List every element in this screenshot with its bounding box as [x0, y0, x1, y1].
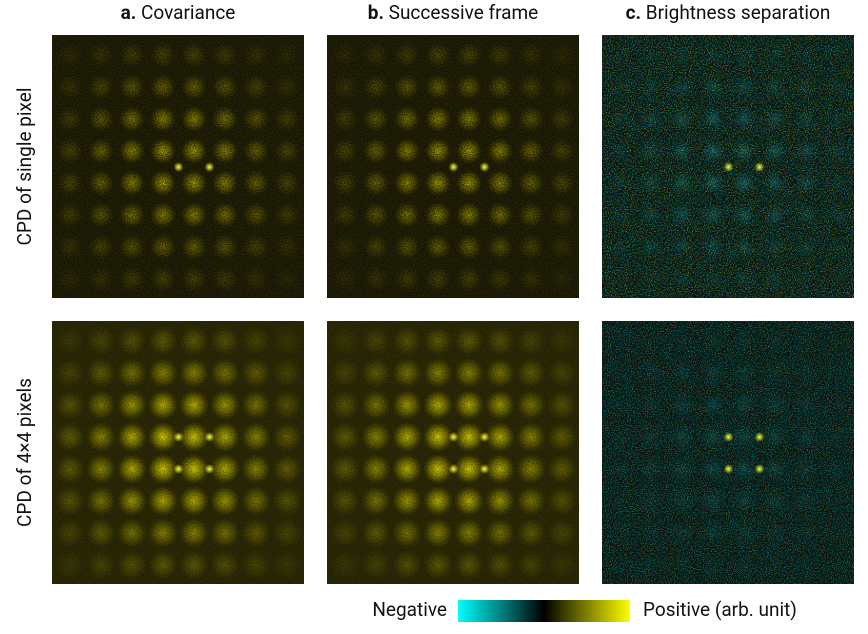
noise — [327, 321, 579, 584]
bright-spot — [174, 464, 184, 474]
colorbar-negative-label: Negative — [372, 598, 447, 621]
column-letter: c. — [626, 1, 641, 24]
bright-spot — [480, 162, 490, 172]
figure: a. Covariance b. Successive frame c. Brigh… — [0, 0, 868, 634]
colorbar: Negative Positive (arb. unit) — [372, 598, 797, 622]
bright-spot — [755, 162, 765, 172]
bright-spot — [449, 464, 459, 474]
column-title-text: Successive frame — [389, 1, 539, 24]
column-title: a. Covariance — [121, 1, 236, 24]
bright-spot — [174, 432, 184, 442]
row-label: CPD of 4×4 pixels — [13, 378, 36, 527]
bright-spot — [755, 464, 765, 474]
column-title: c. Brightness separation — [626, 1, 831, 24]
noise — [52, 321, 304, 584]
image-panel — [602, 321, 854, 584]
bright-spot — [755, 432, 765, 442]
bright-spot — [449, 432, 459, 442]
bright-spot — [724, 464, 734, 474]
colorbar-positive-label: Positive (arb. unit) — [643, 598, 797, 621]
panels — [52, 35, 854, 584]
column-title-text: Brightness separation — [646, 1, 831, 24]
column-letter: b. — [368, 1, 384, 24]
bright-spot — [205, 432, 215, 442]
image-panel — [327, 35, 579, 298]
row-label: CPD of single pixel — [13, 88, 36, 246]
column-letter: a. — [121, 1, 137, 24]
image-panel — [52, 321, 304, 584]
bright-spot — [174, 162, 184, 172]
image-panel — [52, 35, 304, 298]
colorbar-gradient — [458, 600, 630, 622]
noise-positive — [602, 321, 854, 584]
bright-spot — [480, 464, 490, 474]
bright-spot — [205, 464, 215, 474]
image-panel — [602, 35, 854, 298]
bright-spot — [205, 162, 215, 172]
bright-spot — [449, 162, 459, 172]
image-panel — [327, 321, 579, 584]
bright-spot — [480, 432, 490, 442]
bright-spot — [724, 432, 734, 442]
column-title-text: Covariance — [141, 1, 235, 24]
column-title: b. Successive frame — [368, 1, 539, 24]
bright-spot — [724, 162, 734, 172]
